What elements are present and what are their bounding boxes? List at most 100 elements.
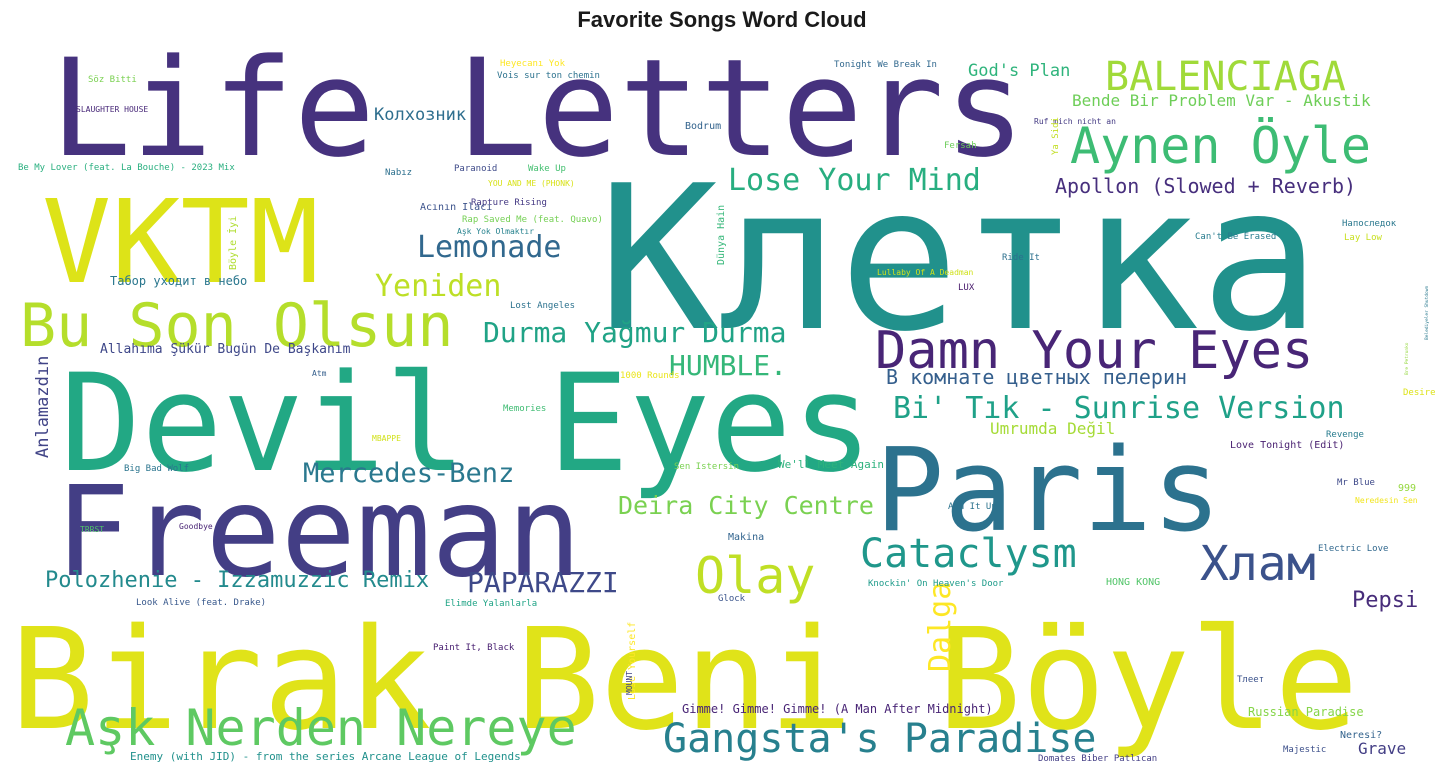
word-26: HUMBLE. — [669, 349, 787, 382]
word-22: Mercedes-Benz — [303, 458, 514, 489]
word-67: Напоследок — [1342, 219, 1397, 229]
word-34: Umrumda Değil — [990, 419, 1115, 438]
chart-title: Favorite Songs Word Cloud — [577, 7, 867, 32]
word-54: Be My Lover (feat. La Bouche) - 2023 Mix — [18, 163, 235, 173]
word-70: Lullaby Of A Deadman — [877, 268, 974, 277]
word-14: Olay — [695, 547, 815, 605]
word-94: Paint It, Black — [433, 643, 515, 653]
word-20: Durma Yağmur Durma — [483, 316, 786, 349]
word-59: Tonight We Break In — [834, 60, 937, 70]
word-85: TRRST — [80, 525, 104, 534]
word-88: Electric Love — [1318, 544, 1388, 554]
word-84: Add It Up — [948, 502, 997, 512]
word-47: Rap Saved Me (feat. Quavo) — [462, 215, 603, 225]
word-5: Paris — [875, 424, 1221, 558]
word-51: Paranoid — [454, 164, 497, 174]
word-17: Lose Your Mind — [728, 163, 981, 198]
word-41: Gimme! Gimme! Gimme! (A Man After Midnig… — [682, 702, 993, 716]
word-46: Rapture Rising — [471, 198, 547, 208]
word-79: Revenge — [1326, 430, 1364, 440]
word-15: Cataclysm — [860, 531, 1077, 577]
word-35: Bre Petrunko — [1404, 342, 1410, 375]
word-92: Knockin' On Heaven's Door — [868, 579, 1004, 589]
word-30: God's Plan — [968, 61, 1070, 81]
word-82: Mr Blue — [1337, 478, 1375, 488]
word-42: Enemy (with JID) - from the series Arcan… — [130, 750, 521, 763]
word-39: Allahıma Şükür Bugün De Başkanım — [100, 342, 351, 357]
word-23: Deira City Centre — [618, 491, 874, 520]
word-48: Acının Ilacı — [420, 202, 492, 213]
word-36: Belediyeler Shutdown — [1424, 286, 1430, 340]
word-61: Bodrum — [685, 121, 721, 132]
word-99: Domates Biber Patlıcan — [1038, 754, 1157, 764]
word-65: Böyle İyi — [226, 216, 239, 270]
word-16: Dalga — [923, 582, 958, 672]
word-63: Ya Sidi — [1051, 117, 1061, 155]
word-49: Aşk Yok Olmaktır — [457, 227, 534, 236]
word-6: VKTM — [42, 176, 319, 310]
word-77: Sen Istersin — [674, 462, 739, 472]
word-64: Dünya Hain — [716, 205, 727, 265]
word-45: Lost Angeles — [510, 301, 575, 311]
word-27: В комнате цветных пелерин — [886, 365, 1187, 389]
word-43: Russian Paradise — [1248, 705, 1364, 719]
word-96: Тлеет — [1237, 675, 1264, 685]
word-2: Life Letters — [50, 30, 1025, 187]
word-25: Polozhenie - Izzamuzzic Remix — [45, 568, 429, 593]
word-3: Devil Eyes — [60, 345, 873, 502]
word-44: Love Tonight (Edit) — [1230, 440, 1344, 451]
word-58: Vois sur ton chemin — [497, 71, 600, 81]
word-87: Makina — [728, 532, 764, 543]
word-86: Goodbye — [179, 522, 213, 531]
word-66: Can't Be Erased — [1195, 232, 1276, 242]
word-55: SLAUGHTER HOUSE — [76, 105, 148, 114]
word-97: Neresi? — [1340, 730, 1382, 741]
word-78: We'll Meet Again — [778, 458, 884, 471]
word-73: 1000 Rounds — [620, 371, 680, 381]
word-24: PAPARAZZI — [467, 566, 619, 599]
word-40: Табор уходит в небо — [110, 274, 247, 288]
word-12: Gangsta's Paradise — [663, 716, 1096, 762]
word-50: YOU AND ME (PHONK) — [488, 179, 575, 188]
word-1: Birak Beni Böyle — [10, 599, 1359, 762]
word-95: MOUNT — [625, 671, 634, 695]
word-57: Heyecanı Yok — [500, 59, 566, 69]
word-8: Aşk Nerden Nereye — [65, 699, 577, 757]
word-53: Nabız — [385, 168, 412, 178]
word-68: Lay Low — [1344, 233, 1383, 243]
word-37: Lose Yourself — [627, 622, 638, 700]
word-74: Memories — [503, 404, 546, 414]
word-90: Elimde Yalanlarla — [445, 599, 537, 609]
word-89: Look Alive (feat. Drake) — [136, 598, 266, 608]
word-60: Ruf mich nicht an — [1034, 117, 1116, 126]
word-31: Колхозник — [374, 105, 466, 125]
word-0: Клетка — [598, 143, 1320, 376]
word-93: HONG KONG — [1106, 577, 1160, 588]
word-28: Apollon (Slowed + Reverb) — [1055, 174, 1356, 198]
word-10: Aynen Öyle — [1070, 117, 1371, 175]
word-33: Grave — [1358, 739, 1406, 758]
word-9: Damn Your Eyes — [875, 321, 1313, 381]
word-81: 999 — [1398, 483, 1416, 494]
word-62: Fersah — [944, 141, 977, 151]
word-91: Glock — [718, 594, 746, 604]
word-19: Yeniden — [375, 269, 501, 304]
word-72: Atm — [312, 369, 327, 378]
word-69: Ride It — [1002, 253, 1040, 263]
word-4: Freeman — [55, 460, 582, 605]
word-83: Neredesin Sen — [1355, 496, 1418, 505]
word-18: Lemonade — [417, 230, 562, 265]
word-7: Bu Son Olsun — [20, 291, 453, 361]
word-80: Desire — [1403, 388, 1436, 398]
word-76: Big Bad Wolf — [124, 464, 189, 474]
word-29: Bende Bir Problem Var - Akustik — [1072, 91, 1371, 110]
word-75: MBAPPE — [372, 434, 401, 443]
word-21: Bi' Tık - Sunrise Version — [893, 391, 1345, 426]
word-38: Anlamazdın — [33, 356, 53, 458]
word-56: Söz Bitti — [88, 75, 137, 85]
word-13: Хлам — [1200, 536, 1316, 592]
word-71: LUX — [958, 283, 975, 293]
word-52: Wake Up — [528, 164, 566, 174]
word-11: BALENCIAGA — [1105, 54, 1346, 100]
